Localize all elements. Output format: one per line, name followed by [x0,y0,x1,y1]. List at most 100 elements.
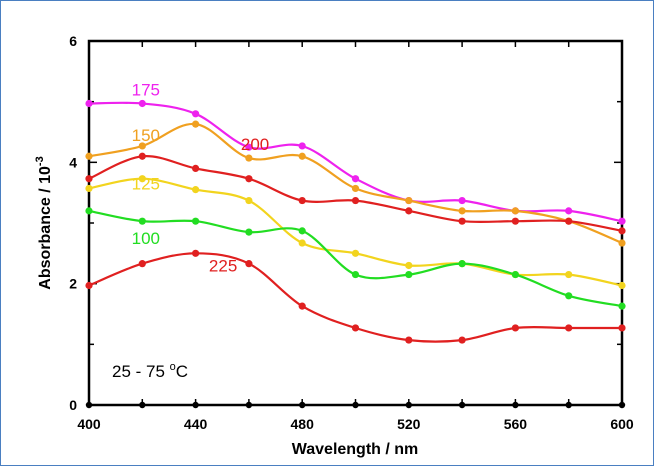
baseline-point [245,401,253,409]
data-point-100 [138,217,146,225]
baseline-point [139,401,146,409]
data-point-125 [565,270,573,279]
data-point-225 [351,324,360,332]
data-point-175 [351,175,360,183]
series-label-175: 175 [132,81,160,100]
baseline-point [565,401,572,409]
series-line-200 [88,155,623,232]
x-tick-label: 480 [291,416,315,432]
data-point-100 [245,228,253,236]
data-point-150 [138,142,146,150]
data-point-100 [405,270,413,279]
data-point-200 [85,175,93,183]
y-tick-label: 0 [69,397,77,413]
data-point-100 [192,217,200,225]
data-point-175 [245,143,253,151]
data-point-200 [405,207,413,215]
x-tick-label: 440 [184,416,208,432]
data-point-225 [565,324,573,332]
y-tick-label: 6 [69,33,77,49]
data-point-125 [618,281,626,290]
series-layer [85,99,626,409]
data-point-225 [511,324,519,332]
data-point-100 [458,260,466,268]
data-point-175 [85,99,93,108]
data-point-225 [405,336,413,344]
data-point-225 [138,260,146,268]
baseline-point [352,401,359,409]
data-point-175 [458,196,466,205]
data-point-225 [245,260,253,268]
x-tick-label: 520 [397,416,421,432]
data-point-200 [245,175,253,183]
data-point-200 [565,217,573,225]
data-point-175 [618,217,626,225]
data-point-150 [458,207,466,215]
series-label-150: 150 [132,126,160,145]
plot-area-border [87,39,624,407]
temperature-unit: C [176,362,188,381]
data-point-150 [351,184,360,193]
data-point-200 [618,227,626,235]
series-label-225: 225 [209,257,237,276]
data-point-100 [298,227,306,235]
data-point-150 [85,152,93,160]
series-label-100: 100 [132,229,160,248]
y-tick-label: 2 [69,276,77,292]
data-point-100 [565,292,573,300]
data-point-150 [192,120,200,128]
y-axis-title-main: Absorbance / 10 [37,166,54,290]
series-label-125: 125 [132,175,160,194]
y-axis-title-exponent: -3 [34,156,46,166]
data-point-100 [351,270,360,279]
data-point-225 [85,281,93,290]
baseline-point [192,401,199,409]
baseline-point [299,401,306,409]
series-line-125 [88,177,623,287]
data-point-175 [298,142,306,150]
x-axis-title: Wavelength / nm [292,441,419,458]
data-point-150 [511,207,519,215]
data-point-200 [351,196,360,205]
x-tick-label: 600 [610,416,634,432]
data-point-175 [565,207,573,215]
data-point-150 [405,196,413,205]
data-point-125 [405,261,413,270]
y-tick-label: 4 [69,154,77,170]
data-point-100 [511,270,519,279]
data-point-150 [298,152,306,160]
baseline-point [85,401,93,409]
data-point-125 [85,184,93,193]
data-point-225 [298,302,306,310]
baseline-point [458,401,466,409]
data-point-200 [458,217,466,225]
data-point-125 [192,186,200,194]
data-point-200 [298,196,306,205]
data-point-150 [245,154,253,162]
data-point-125 [298,239,306,247]
data-point-100 [85,207,93,215]
data-point-200 [192,164,200,172]
baseline-point [512,401,519,409]
temperature-range: 25 - 75 [112,362,170,381]
data-point-225 [618,324,626,332]
y-axis-title: Absorbance / 10-3 [34,156,54,289]
series-label-200: 200 [241,135,269,154]
baseline-point [618,401,626,409]
data-point-200 [511,217,519,225]
data-point-175 [192,110,200,118]
x-tick-label: 400 [77,416,101,432]
data-point-125 [351,249,360,257]
data-point-175 [138,99,146,108]
data-point-125 [245,196,253,205]
series-label-layer: 175 150 200 125 100 225 [132,81,270,276]
data-point-100 [618,302,626,310]
temperature-annotation: 25 - 75 oC [112,361,188,381]
x-tick-label: 560 [504,416,528,432]
data-point-225 [192,249,200,257]
data-point-125 [138,175,146,183]
data-point-225 [458,336,466,344]
data-point-200 [138,152,146,160]
data-point-150 [618,239,626,247]
